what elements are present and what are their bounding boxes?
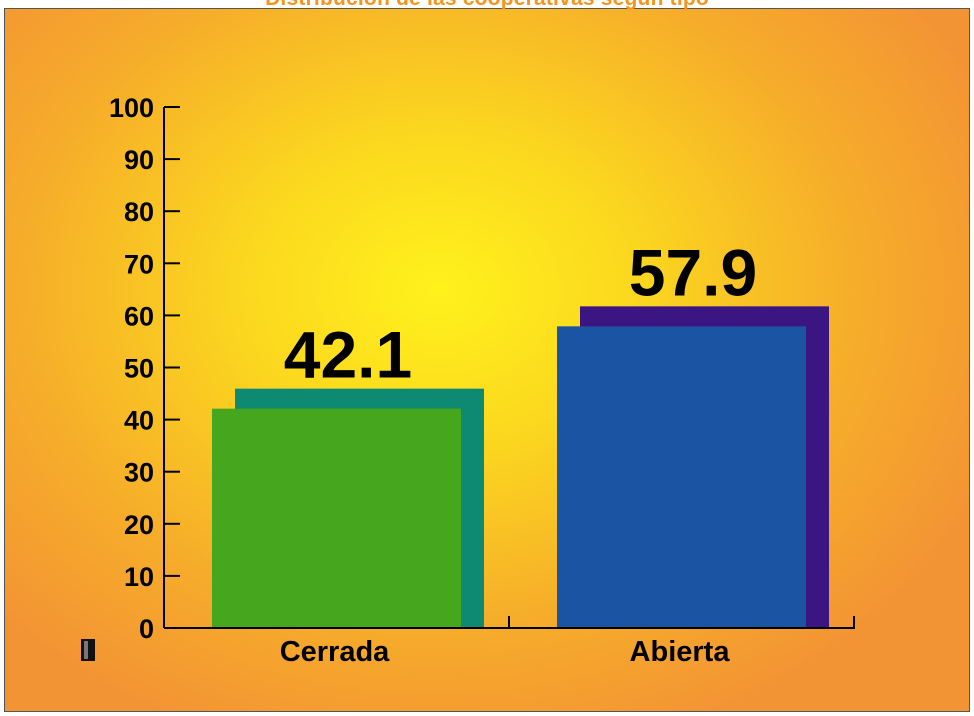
legend: [81, 639, 95, 661]
chart-title: Distribución de las cooperativas según t…: [0, 0, 974, 11]
y-tick-label: 0: [139, 614, 154, 644]
y-tick-label: 50: [124, 354, 154, 384]
y-tick-label: 90: [124, 145, 154, 175]
data-label-cerrada: 42.1: [284, 318, 412, 392]
y-tick-label: 60: [124, 301, 154, 331]
category-label-abierta: Abierta: [630, 636, 731, 668]
y-tick-label: 70: [124, 249, 154, 279]
y-tick-label: 20: [124, 510, 154, 540]
labels-layer: 42.1 Cerrada 57.9 Abierta: [280, 235, 758, 668]
y-tick-label: 30: [124, 458, 154, 488]
category-label-cerrada: Cerrada: [280, 636, 390, 668]
bar-abierta: [557, 326, 806, 628]
y-axis-ticks: 0 10 20 30 40 50 60 70 80 90 100: [109, 93, 180, 644]
legend-swatch-highlight: [84, 641, 88, 659]
bar-cerrada: [212, 408, 461, 628]
data-label-abierta: 57.9: [629, 235, 757, 309]
y-tick-label: 40: [124, 406, 154, 436]
bars-layer: [212, 306, 829, 628]
y-tick-label: 100: [109, 93, 154, 123]
y-tick-label: 10: [124, 562, 154, 592]
y-tick-label: 80: [124, 197, 154, 227]
